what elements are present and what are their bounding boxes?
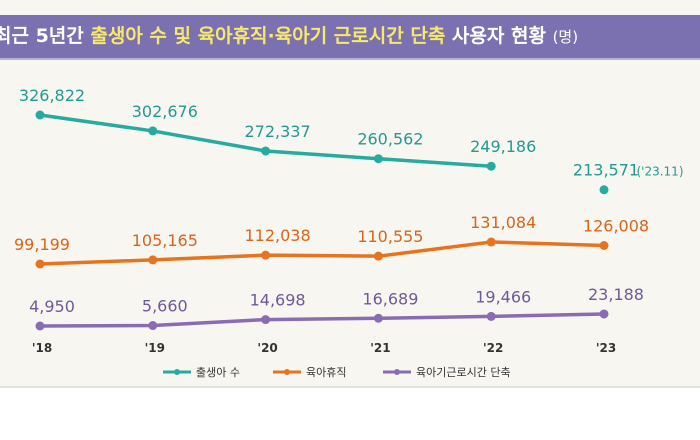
title-unit: (명) (552, 28, 579, 46)
title-highlight: 출생아 수 및 육아휴직·육아기 근로시간 단축 (90, 25, 446, 47)
divider (0, 386, 700, 388)
data-point (148, 321, 158, 331)
x-tick-label: '19 (145, 341, 165, 355)
data-point (373, 154, 383, 164)
x-tick-label: '22 (483, 341, 503, 355)
legend-label: 육아기근로시간 단축 (416, 366, 511, 379)
data-point (261, 146, 271, 156)
chart-background (0, 0, 700, 386)
data-label: 4,950 (29, 297, 75, 316)
x-tick-label: '23 (596, 341, 616, 355)
data-label: 14,698 (250, 291, 306, 310)
data-point (148, 255, 158, 265)
data-point (373, 313, 383, 323)
x-tick-label: '21 (370, 341, 390, 355)
data-label: 19,466 (475, 287, 531, 306)
data-point (373, 251, 383, 261)
data-point (599, 309, 609, 319)
legend-marker (174, 369, 180, 375)
series-line-1 (39, 240, 605, 266)
data-point (35, 110, 45, 120)
legend-marker (394, 369, 400, 375)
data-point (486, 237, 496, 247)
data-point (148, 126, 158, 136)
data-point (35, 259, 45, 269)
data-label: 23,188 (588, 285, 644, 304)
data-label: 249,186 (470, 137, 536, 156)
data-label: 99,199 (14, 235, 70, 254)
data-label: 112,038 (245, 226, 311, 245)
data-note: ('23.11) (636, 165, 683, 179)
x-tick-label: '18 (32, 341, 52, 355)
data-point (599, 241, 609, 251)
data-label: 260,562 (357, 130, 423, 149)
data-label: 105,165 (132, 231, 198, 250)
title-part3: 사용자 현황 (445, 25, 546, 47)
data-point (486, 161, 496, 171)
data-point (261, 250, 271, 260)
data-point (261, 315, 271, 325)
data-label: 126,008 (583, 217, 649, 236)
data-label: 131,084 (470, 213, 536, 232)
data-label: 302,676 (132, 102, 198, 121)
data-point (35, 321, 45, 331)
legend-label: 육아휴직 (306, 366, 346, 379)
data-label: 5,660 (142, 297, 188, 316)
data-point (486, 311, 496, 321)
data-point (599, 185, 609, 195)
data-label: 110,555 (357, 227, 423, 246)
title-part1: 최근 5년간 (0, 25, 91, 47)
data-label: 326,822 (19, 86, 85, 105)
chart-title: 최근 5년간 출생아 수 및 육아휴직·육아기 근로시간 단축 사용자 현황 (… (0, 15, 700, 60)
series-line-2 (39, 312, 605, 328)
data-label: 213,571 (573, 161, 639, 180)
x-tick-label: '20 (257, 341, 277, 355)
legend-marker (284, 369, 290, 375)
data-label: 16,689 (362, 289, 418, 308)
legend-label: 출생아 수 (196, 366, 240, 379)
data-label: 272,337 (245, 122, 311, 141)
